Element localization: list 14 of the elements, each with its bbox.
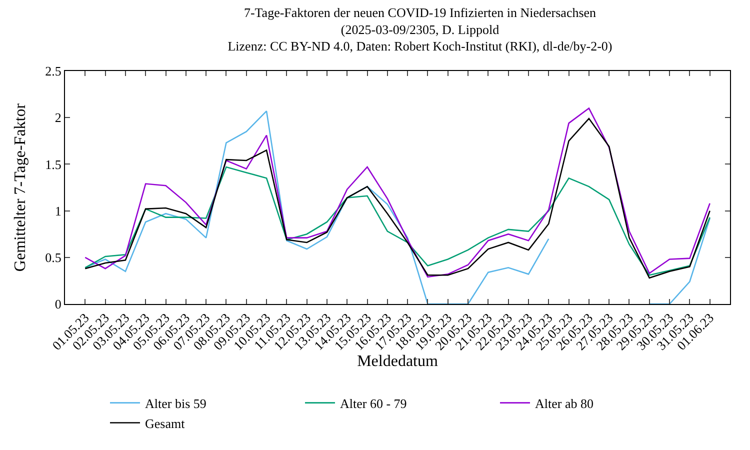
line-series [84,166,710,276]
legend-label: Gesamt [145,416,186,431]
legend-label: Alter ab 80 [535,396,594,411]
y-tick-label: 2.5 [45,64,62,79]
legend-label: Alter bis 59 [145,396,206,411]
legend-label: Alter 60 - 79 [340,396,407,411]
chart-title: 7-Tage-Faktoren der neuen COVID-19 Infizierten in Niedersachsen (2025-03-09/2305, D. Lippold Lizenz: CC BY-ND 4.0, Daten: Robert Koch-Institut (RKI), dl-de/by-2-0) [228,4,612,54]
y-axis-title: Gemittelter 7-Tage-Faktor [12,102,30,272]
y-tick-label: 1.5 [45,156,62,172]
y-tick-label: 2 [54,110,62,126]
y-tick-label: 0.5 [45,250,62,265]
y-tick-label: 1 [54,203,62,218]
y-tick-label: 0 [54,296,62,312]
x-axis-title: Meldedatum [357,352,438,370]
